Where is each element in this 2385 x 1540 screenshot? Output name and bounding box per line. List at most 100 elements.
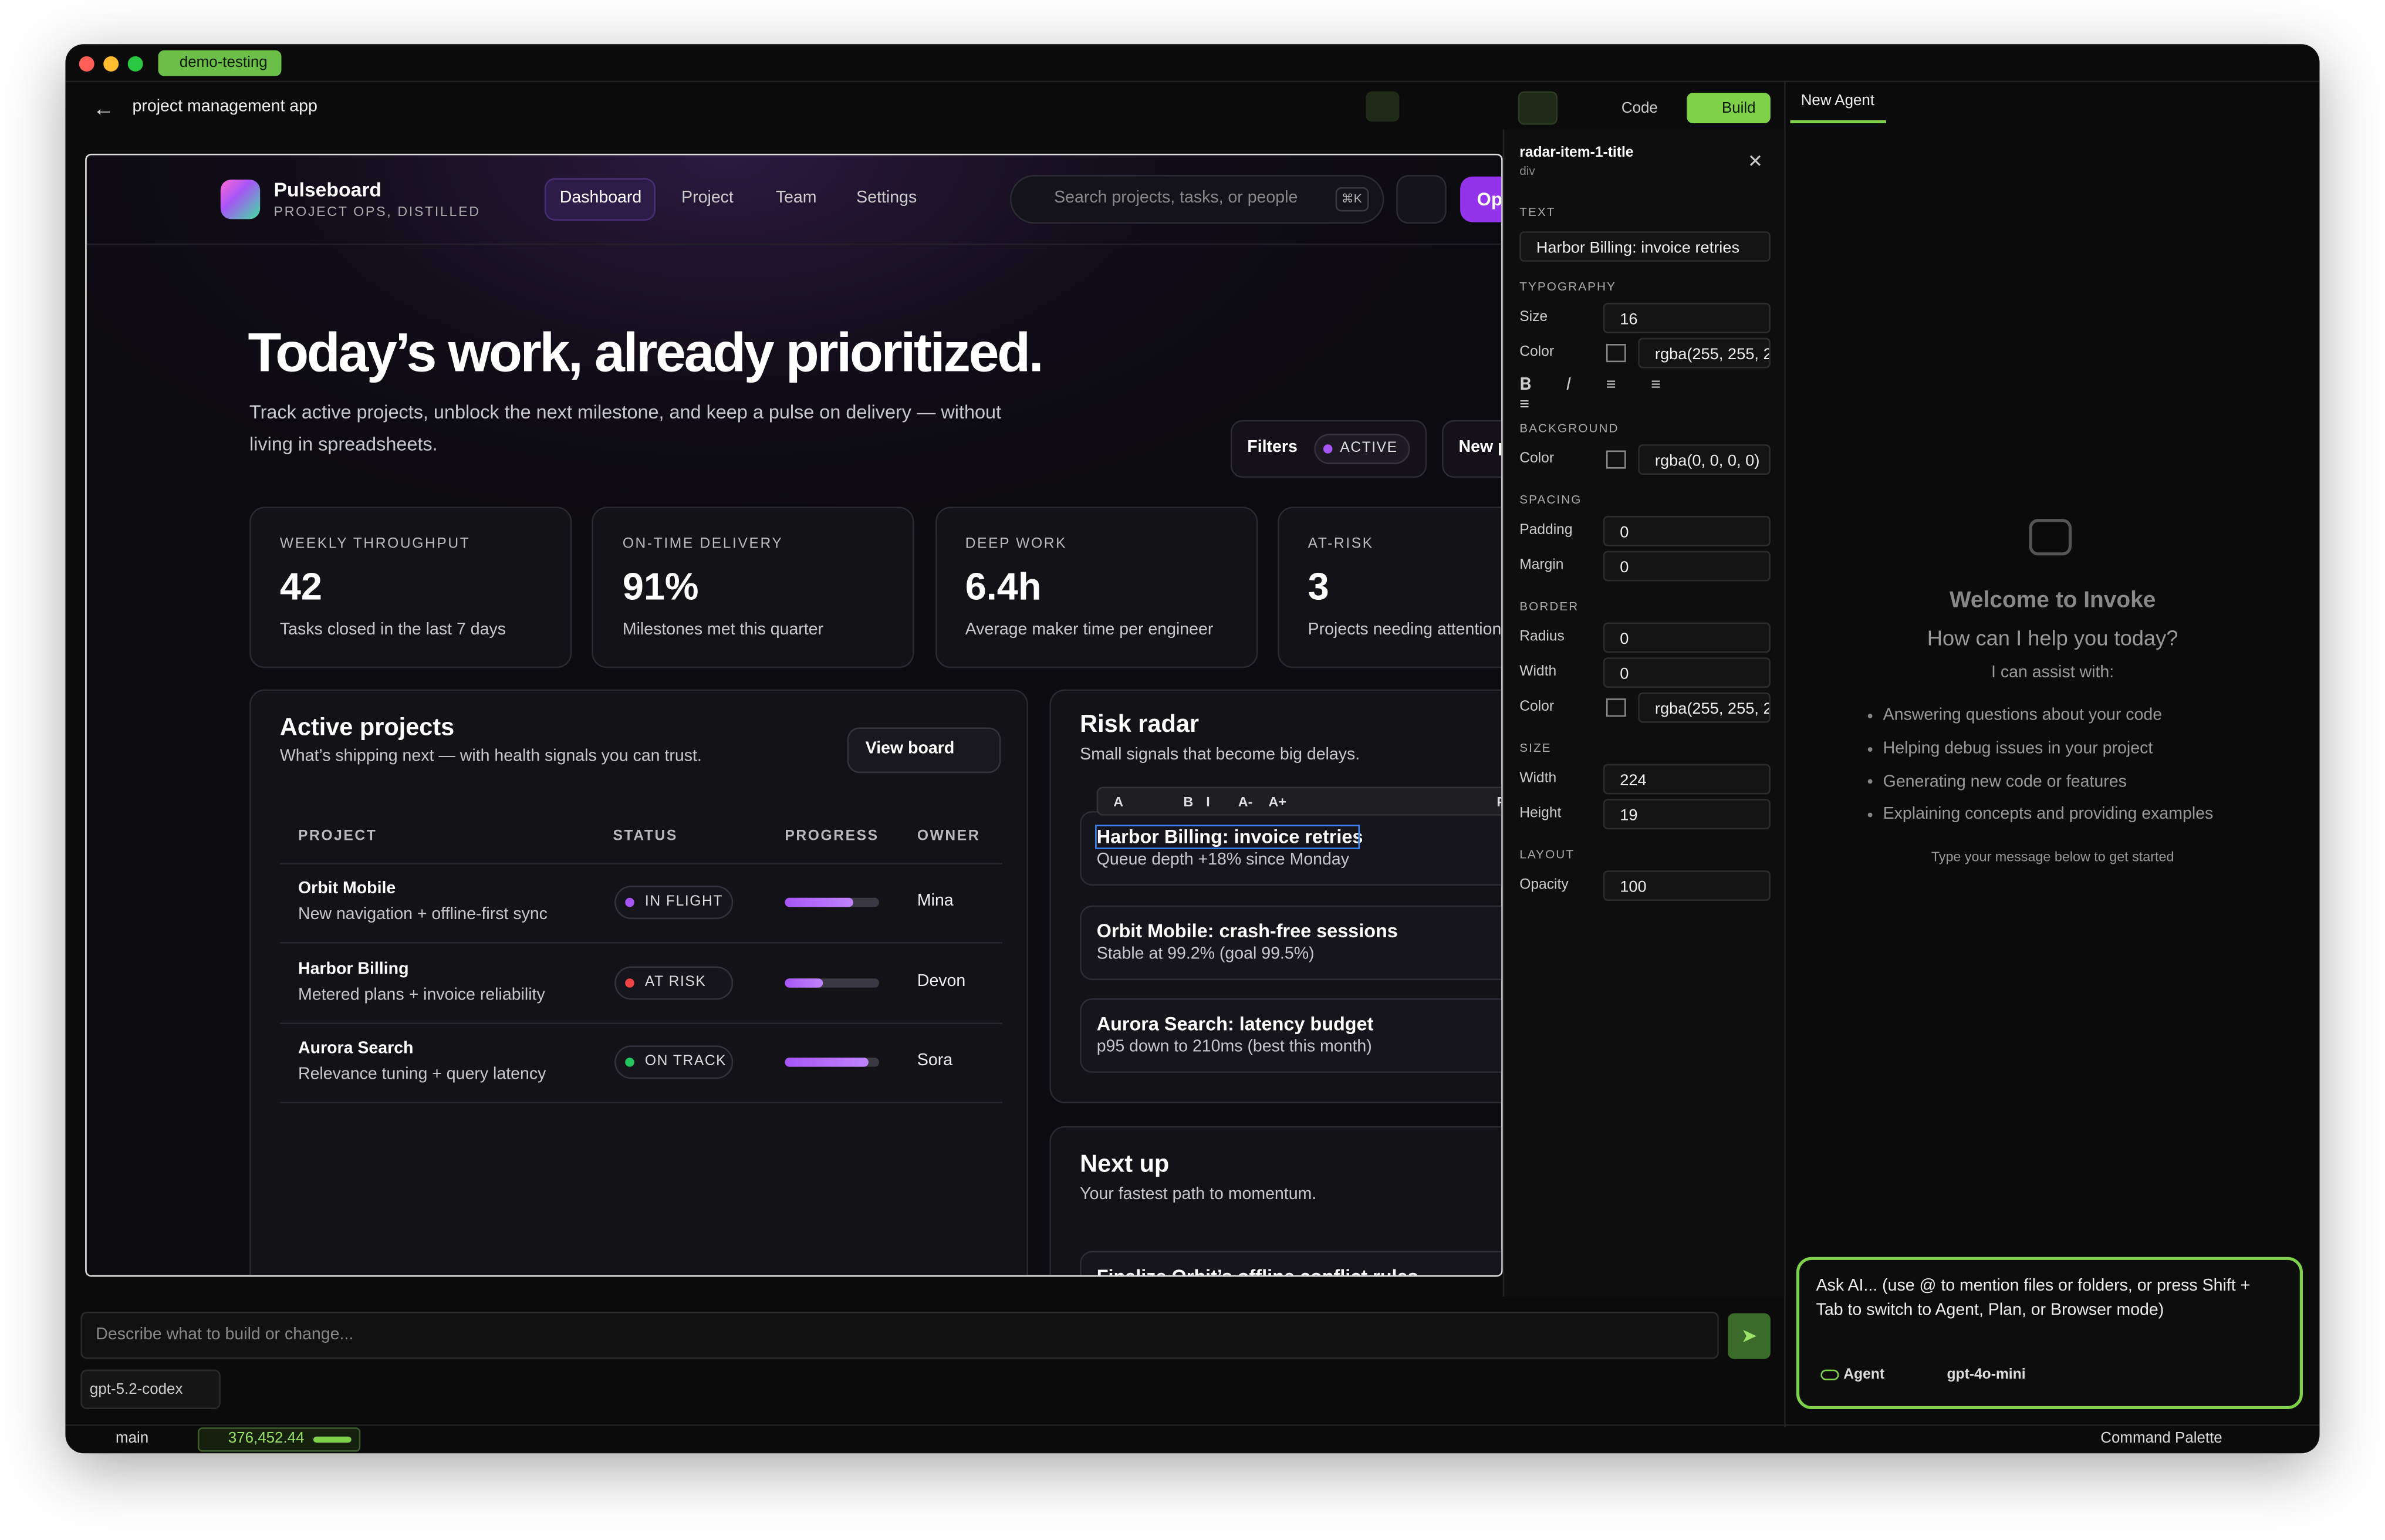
minimize-dot[interactable] — [103, 56, 119, 72]
close-dot[interactable] — [79, 56, 94, 72]
agent-input[interactable] — [1796, 1257, 2303, 1410]
project-tab[interactable] — [158, 50, 282, 76]
stat-value: 3 — [1308, 566, 1329, 609]
color-swatch[interactable] — [1606, 450, 1626, 469]
field-input[interactable]: 0 — [1603, 657, 1771, 688]
field-label: Margin — [1519, 557, 1564, 575]
color-swatch[interactable] — [1606, 343, 1626, 363]
color-swatch[interactable] — [1606, 698, 1626, 717]
agent-tab[interactable]: New Agent — [1800, 93, 1875, 110]
bullet — [1867, 747, 1873, 751]
radar-item-note: Queue depth +18% since Monday — [1096, 851, 1350, 870]
welcome: Welcome to Invoke — [1949, 587, 2156, 613]
radar-item[interactable] — [1080, 998, 1502, 1073]
stat-card: WEEKLY THROUGHPUT 42 Tasks closed in the l… — [249, 506, 572, 668]
close-button[interactable]: ✕ — [1747, 150, 1764, 172]
field-value: rgba(255, 255, 255, 1) — [1654, 345, 1769, 363]
field-input[interactable]: rgba(255, 255, 255, 1) — [1638, 337, 1771, 369]
capability: Generating new code or features — [1883, 772, 2127, 791]
stat-card: DEEP WORK 6.4h Average maker time per engi… — [934, 506, 1258, 668]
search[interactable] — [1009, 175, 1384, 224]
field-input[interactable]: 19 — [1603, 799, 1771, 830]
code-button[interactable]: Code — [1621, 100, 1658, 117]
balance: 376,452.44 — [228, 1430, 305, 1447]
field-input[interactable]: 100 — [1603, 870, 1771, 901]
next-card: Next up Your fastest path to momentum. Fin… — [1049, 1126, 1502, 1277]
bell[interactable] — [1396, 175, 1447, 224]
field-value: rgba(255, 255, 255, 1) — [1654, 699, 1769, 718]
project-name: Orbit Mobile — [298, 880, 396, 899]
inspector-tag: div — [1519, 164, 1535, 178]
next-item[interactable] — [1080, 1251, 1502, 1275]
stat-value: 6.4h — [965, 566, 1042, 609]
field-label: Color — [1519, 698, 1555, 716]
field-input[interactable]: 0 — [1603, 515, 1771, 546]
next-title: Next up — [1080, 1152, 1170, 1178]
new-button[interactable] — [1442, 420, 1502, 478]
stat-value: 91% — [622, 566, 699, 609]
project-tab-label: demo-testing — [179, 55, 268, 72]
stat-label: AT-RISK — [1308, 536, 1374, 553]
status-label: AT RISK — [644, 973, 707, 991]
field-label: Radius — [1519, 629, 1565, 646]
branch[interactable]: main — [115, 1430, 149, 1447]
project-name: Aurora Search — [298, 1039, 414, 1059]
next-subtitle: Your fastest path to momentum. — [1080, 1186, 1317, 1204]
field-input[interactable]: 224 — [1603, 764, 1771, 795]
hint: Type your message below to get started — [1931, 848, 2174, 864]
format-button: I — [1206, 793, 1210, 809]
bullet — [1867, 714, 1873, 718]
radar-title: Risk radar — [1080, 712, 1200, 739]
new-label: New p — [1458, 438, 1502, 457]
agent-input-text: Ask AI... (use @ to mention files or fol… — [1816, 1277, 2251, 1321]
column-header: OWNER — [917, 828, 981, 845]
owner: Mina — [917, 892, 954, 911]
device-desktop[interactable] — [1366, 91, 1400, 122]
balance-meter — [313, 1436, 352, 1443]
owner: Devon — [917, 972, 966, 991]
field-label: Width — [1519, 664, 1557, 681]
field-value: Harbor Billing: invoice retries — [1536, 238, 1740, 257]
field-input[interactable]: Harbor Billing: invoice retries — [1519, 231, 1771, 262]
field-input[interactable]: rgba(255, 255, 255, 1) — [1638, 692, 1771, 723]
prompt-input[interactable] — [80, 1312, 1719, 1359]
row-divider — [279, 1102, 1002, 1103]
radar-item-title: Aurora Search: latency budget — [1096, 1012, 1374, 1034]
edit-mode[interactable] — [1518, 91, 1558, 125]
field-input[interactable]: 0 — [1603, 551, 1771, 582]
field-input[interactable]: 16 — [1603, 302, 1771, 333]
command-palette[interactable]: Command Palette — [2100, 1430, 2222, 1447]
view-board[interactable] — [847, 727, 1001, 774]
section-title: BACKGROUND — [1519, 421, 1619, 436]
radar-subtitle: Small signals that become big delays. — [1080, 746, 1360, 765]
active-dot — [1323, 444, 1333, 454]
zoom-dot[interactable] — [127, 56, 143, 72]
prompt-placeholder: Describe what to build or change... — [96, 1325, 354, 1344]
model-select[interactable] — [80, 1369, 221, 1410]
cta[interactable] — [1460, 176, 1502, 222]
projects-subtitle: What’s shipping next — with health signa… — [279, 748, 702, 766]
format-button: A+ — [1268, 793, 1287, 809]
nav-active[interactable] — [544, 178, 656, 221]
back-arrow[interactable]: ← — [93, 96, 114, 120]
radar-item[interactable] — [1080, 905, 1502, 980]
next-item-title: Finalize Orbit’s offline conflict rules — [1096, 1265, 1418, 1277]
hero-text: Track active projects, unblock the next … — [249, 401, 1002, 455]
field-input[interactable]: rgba(0, 0, 0, 0) — [1638, 444, 1771, 475]
section-title: SIZE — [1519, 741, 1552, 755]
inspector-element: radar-item-1-title — [1519, 145, 1634, 162]
header-border — [86, 243, 1502, 245]
radar-card: Risk radar Small signals that become big … — [1049, 689, 1502, 1103]
nav-item: Dashboard — [559, 189, 642, 208]
field-label: Color — [1519, 451, 1555, 468]
send-button[interactable]: ➤ — [1728, 1313, 1771, 1359]
capability: Answering questions about your code — [1883, 707, 2163, 725]
status-label: IN FLIGHT — [644, 893, 723, 911]
window: demo-testing ← project management app Co… — [65, 44, 2320, 1454]
row-divider — [279, 942, 1002, 944]
field-input[interactable]: 0 — [1603, 622, 1771, 653]
build-button[interactable] — [1687, 93, 1771, 124]
shortcut: ⌘K — [1341, 192, 1362, 206]
view-board-label: View board — [865, 740, 955, 759]
nav-item: Team — [775, 189, 817, 208]
